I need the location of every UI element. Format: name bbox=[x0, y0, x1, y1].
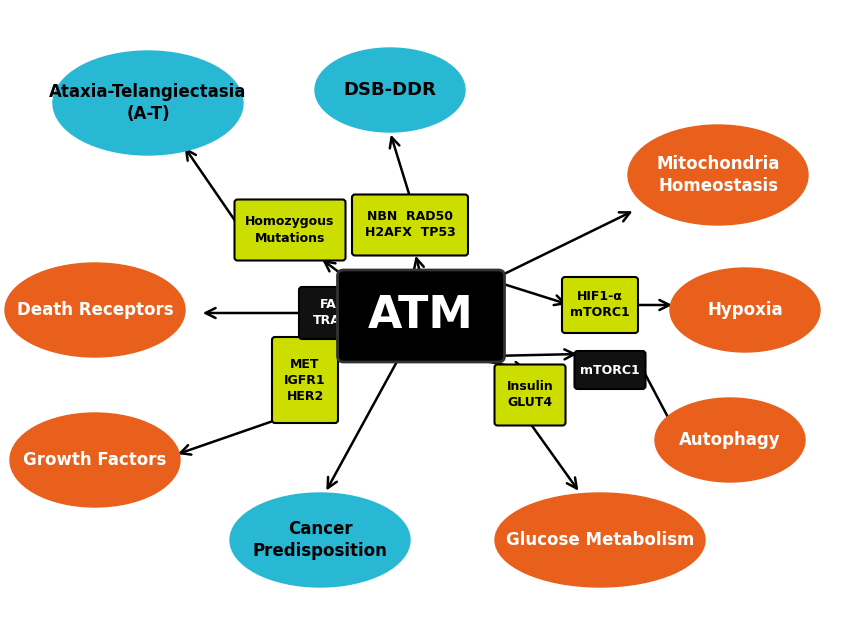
FancyBboxPatch shape bbox=[562, 277, 638, 333]
Text: Cancer
Predisposition: Cancer Predisposition bbox=[253, 520, 387, 560]
Ellipse shape bbox=[230, 493, 410, 587]
Ellipse shape bbox=[315, 48, 465, 132]
FancyBboxPatch shape bbox=[299, 287, 367, 339]
Text: Death Receptors: Death Receptors bbox=[17, 301, 173, 319]
Text: Mitochondria
Homeostasis: Mitochondria Homeostasis bbox=[656, 155, 780, 195]
Ellipse shape bbox=[495, 493, 705, 587]
Ellipse shape bbox=[10, 413, 180, 507]
Text: Ataxia-Telangiectasia
(A-T): Ataxia-Telangiectasia (A-T) bbox=[50, 83, 247, 123]
Ellipse shape bbox=[53, 51, 243, 155]
Ellipse shape bbox=[628, 125, 808, 225]
FancyBboxPatch shape bbox=[574, 351, 646, 389]
Ellipse shape bbox=[655, 398, 805, 482]
FancyBboxPatch shape bbox=[352, 194, 468, 256]
Text: ATM: ATM bbox=[368, 295, 474, 338]
FancyBboxPatch shape bbox=[338, 270, 504, 362]
Ellipse shape bbox=[5, 263, 185, 357]
Text: DSB-DDR: DSB-DDR bbox=[344, 81, 436, 99]
Text: Autophagy: Autophagy bbox=[679, 431, 781, 449]
Text: NBN  RAD50
H2AFX  TP53: NBN RAD50 H2AFX TP53 bbox=[365, 211, 456, 240]
Text: Growth Factors: Growth Factors bbox=[24, 451, 167, 469]
Text: Glucose Metabolism: Glucose Metabolism bbox=[506, 531, 694, 549]
Text: Hypoxia: Hypoxia bbox=[707, 301, 783, 319]
FancyBboxPatch shape bbox=[494, 365, 566, 425]
Text: HIF1-α
mTORC1: HIF1-α mTORC1 bbox=[570, 290, 630, 319]
Text: FAS
TRAIL: FAS TRAIL bbox=[313, 298, 353, 327]
Ellipse shape bbox=[670, 268, 820, 352]
Text: Homozygous
Mutations: Homozygous Mutations bbox=[245, 216, 334, 244]
Text: MET
IGFR1
HER2: MET IGFR1 HER2 bbox=[285, 358, 326, 403]
Text: mTORC1: mTORC1 bbox=[580, 363, 640, 377]
Text: Insulin
GLUT4: Insulin GLUT4 bbox=[507, 380, 553, 410]
FancyBboxPatch shape bbox=[272, 337, 338, 423]
FancyBboxPatch shape bbox=[235, 199, 345, 261]
